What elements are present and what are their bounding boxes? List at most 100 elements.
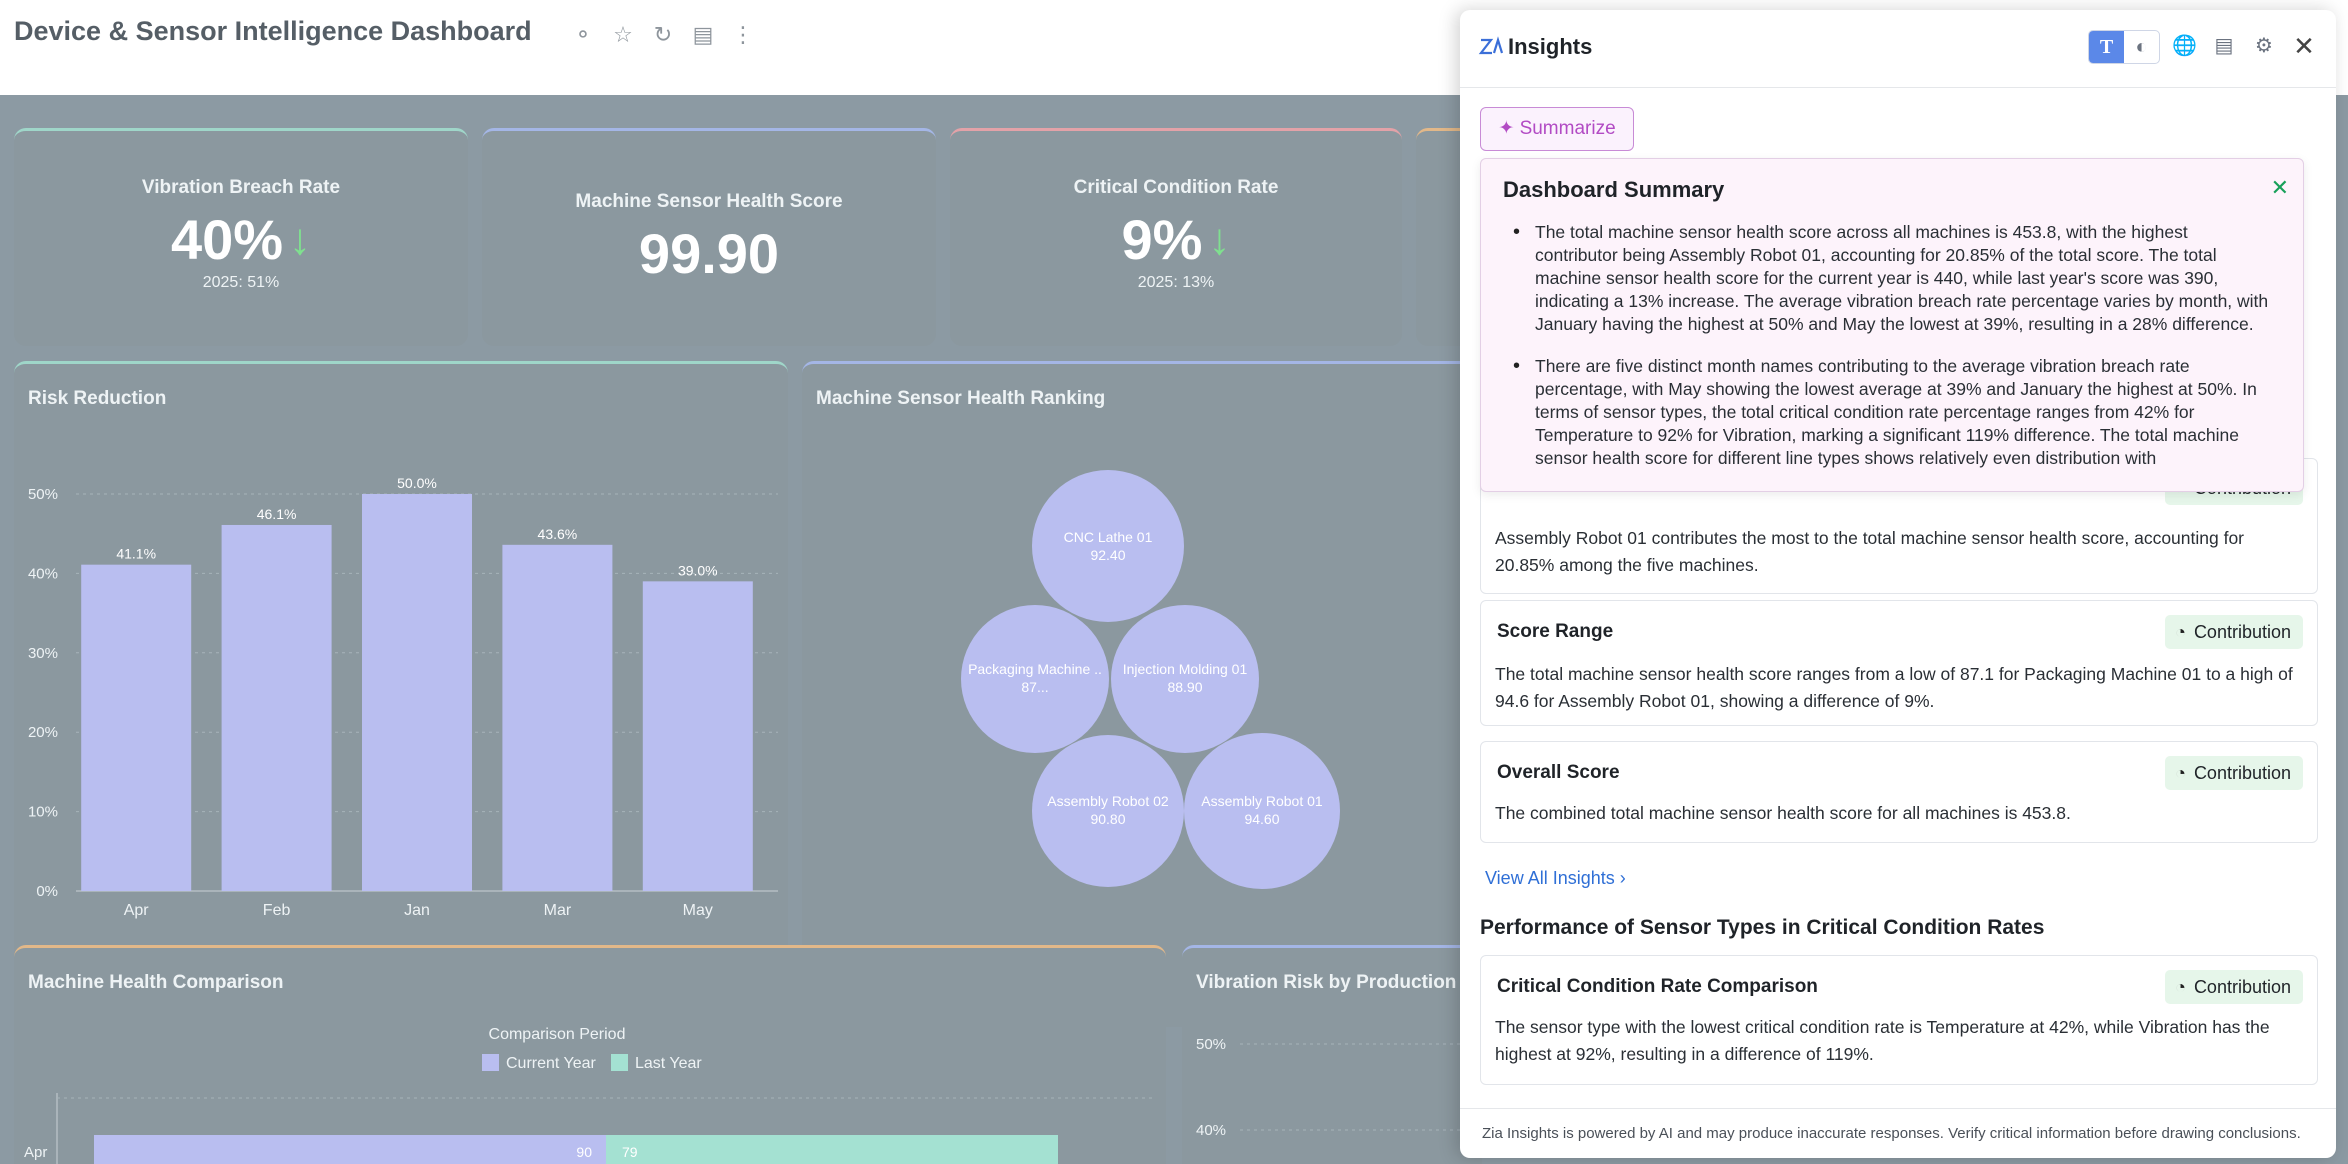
bar[interactable]: [81, 564, 192, 891]
contribution-badge[interactable]: ◔ Contribution: [2165, 756, 2303, 790]
summarize-label: Summarize: [1519, 118, 1616, 139]
insight-card-overall-score[interactable]: Overall Score ◔ Contribution The combine…: [1480, 741, 2318, 843]
health-comparison-card[interactable]: Machine Health Comparison Comparison Per…: [14, 945, 1166, 1164]
contribution-label: Contribution: [2193, 621, 2291, 642]
kpi-comparison: 2025: 13%: [1137, 274, 1215, 291]
x-tick-label: May: [683, 902, 713, 919]
contribution-pie-icon: ◔: [2175, 976, 2186, 997]
kpi-value-text: 9%: [1121, 208, 1203, 271]
risk-reduction-card[interactable]: Risk Reduction 0% 10% 20% 30% 40% 50% 41.1% Apr…: [14, 361, 788, 1027]
ai-disclaimer: Zia Insights is powered by AI and may pr…: [1460, 1108, 2336, 1158]
y-tick-label: 50%: [28, 486, 58, 503]
document-icon[interactable]: ▤: [2214, 35, 2234, 57]
bar-value-label: 46.1%: [257, 506, 297, 522]
trend-down-icon: ↓: [1208, 214, 1231, 264]
bubble[interactable]: Injection Molding 01 88.90: [1111, 605, 1259, 753]
tag-icon[interactable]: ⚬: [573, 22, 593, 47]
bar-current-year: [94, 1135, 606, 1164]
view-all-label: View All Insights: [1485, 868, 1615, 888]
insight-card-critical-condition[interactable]: Critical Condition Rate Comparison ◔ Con…: [1480, 955, 2318, 1085]
health-ranking-bubble-chart: CNC Lathe 01 92.40 Packaging Machine .. …: [961, 470, 1340, 889]
zia-logo-icon: [1478, 34, 1504, 58]
dashboard-summary-popup: Dashboard Summary ✕ The total machine se…: [1480, 158, 2304, 492]
kpi-title: Machine Sensor Health Score: [575, 191, 843, 212]
header-toolbar: ⚬ ☆ ↻ ▤ ⋮: [572, 20, 754, 50]
x-tick-label: Feb: [263, 902, 291, 919]
kpi-value-text: 40%: [170, 208, 284, 271]
x-tick-label: Mar: [544, 902, 572, 919]
insight-text: The sensor type with the lowest critical…: [1495, 1017, 2270, 1064]
legend-title: Comparison Period: [489, 1026, 626, 1043]
view-mode-toggle: T ◐: [2088, 30, 2160, 64]
bar[interactable]: [502, 544, 613, 891]
kpi-card-sensor-health[interactable]: Machine Sensor Health Score 99.90: [482, 128, 936, 346]
bubble[interactable]: Packaging Machine .. 87...: [961, 605, 1109, 753]
y-tick-label: 40%: [28, 565, 58, 582]
kpi-value-text: 99.90: [638, 222, 780, 285]
save-icon[interactable]: ▤: [692, 22, 714, 47]
vibration-risk-card[interactable]: Vibration Risk by Production L 50% 40%: [1182, 945, 1482, 1164]
contribution-badge[interactable]: ◔ Contribution: [2165, 615, 2303, 649]
contribution-pie-icon: ◔: [2175, 762, 2186, 783]
kpi-card-vibration-breach[interactable]: Vibration Breach Rate 40% ↓ 2025: 51%: [14, 128, 468, 346]
bubble-label: Assembly Robot 02: [1047, 793, 1169, 809]
insight-title: Critical Condition Rate Comparison: [1497, 976, 1818, 997]
summary-title: Dashboard Summary: [1503, 177, 1725, 202]
bubble[interactable]: Assembly Robot 02 90.80: [1032, 735, 1184, 887]
view-all-insights-link[interactable]: View All Insights ›: [1485, 868, 1626, 889]
risk-reduction-chart: 0% 10% 20% 30% 40% 50% 41.1% Apr 46.1% Feb 50.0% Ja…: [28, 475, 778, 919]
bar-value-label: 41.1%: [116, 546, 156, 562]
kpi-value: 99.90: [482, 221, 936, 286]
health-ranking-card[interactable]: Machine Sensor Health Ranking CNC Lathe …: [802, 361, 1476, 1027]
y-tick-label: 10%: [28, 804, 58, 821]
kpi-card-critical-condition[interactable]: Critical Condition Rate 9% ↓ 2025: 13%: [950, 128, 1402, 346]
y-tick-label: 0%: [36, 883, 58, 900]
bubble[interactable]: Assembly Robot 01 94.60: [1184, 733, 1340, 889]
insight-text: The total machine sensor health score ra…: [1495, 664, 2293, 711]
dashboard-title: Device & Sensor Intelligence Dashboard: [14, 16, 532, 46]
refresh-icon[interactable]: ↻: [653, 22, 673, 47]
star-icon[interactable]: ☆: [613, 22, 633, 47]
insight-title: Overall Score: [1497, 762, 1620, 783]
insight-text: Assembly Robot 01 contributes the most t…: [1495, 528, 2245, 575]
bar[interactable]: [362, 494, 472, 891]
bar[interactable]: [221, 524, 332, 891]
bar-value: 79: [622, 1144, 638, 1160]
legend-swatch-last: [611, 1054, 628, 1071]
kpi-title: Vibration Breach Rate: [141, 177, 341, 198]
bar-value-label: 43.6%: [538, 526, 578, 542]
sparkle-icon: ✦: [1498, 118, 1515, 139]
more-options-icon[interactable]: ⋮: [732, 22, 754, 47]
kpi-title: Critical Condition Rate: [1073, 177, 1279, 198]
bar[interactable]: [642, 581, 753, 891]
summary-list[interactable]: The total machine sensor health score ac…: [1513, 221, 2273, 489]
bubble-value: 92.40: [1090, 547, 1125, 563]
contribution-badge[interactable]: ◔ Contribution: [2165, 970, 2303, 1004]
close-summary-icon[interactable]: ✕: [2270, 175, 2289, 200]
trend-down-icon: ↓: [289, 214, 312, 264]
bubble-label: Injection Molding 01: [1123, 661, 1248, 677]
close-icon[interactable]: ✕: [2293, 31, 2315, 61]
insight-card-score-range[interactable]: Score Range ◔ Contribution The total mac…: [1480, 600, 2318, 726]
contribution-label: Contribution: [2193, 976, 2291, 997]
bubble[interactable]: CNC Lathe 01 92.40: [1032, 470, 1184, 622]
bar-last-year: [606, 1135, 1058, 1164]
bubble-label: Assembly Robot 01: [1201, 793, 1323, 809]
language-globe-icon[interactable]: 🌐: [2172, 35, 2197, 57]
bubble-value: 94.60: [1244, 811, 1279, 827]
chart-view-icon[interactable]: ◐: [2135, 36, 2148, 58]
settings-gear-icon[interactable]: ⚙: [2255, 35, 2273, 57]
chart-title: Risk Reduction: [28, 388, 167, 409]
chart-title: Machine Sensor Health Ranking: [816, 388, 1106, 409]
x-tick-label: Jan: [404, 902, 430, 919]
bubble-label: Packaging Machine ..: [968, 661, 1102, 677]
legend-label: Current Year: [506, 1055, 597, 1072]
section-title: Performance of Sensor Types in Critical …: [1480, 916, 2045, 939]
insights-panel-header: Insights T ◐ 🌐 ▤ ⚙ ✕: [1460, 10, 2336, 88]
bubble-label: CNC Lathe 01: [1064, 529, 1153, 545]
y-tick-label: 20%: [28, 724, 58, 741]
health-comparison-chart: Comparison Period Current Year Last Year…: [24, 1026, 1154, 1164]
text-view-icon[interactable]: T: [2089, 31, 2124, 63]
x-tick-label: Apr: [124, 902, 150, 919]
summarize-button[interactable]: ✦ Summarize: [1480, 107, 1634, 151]
